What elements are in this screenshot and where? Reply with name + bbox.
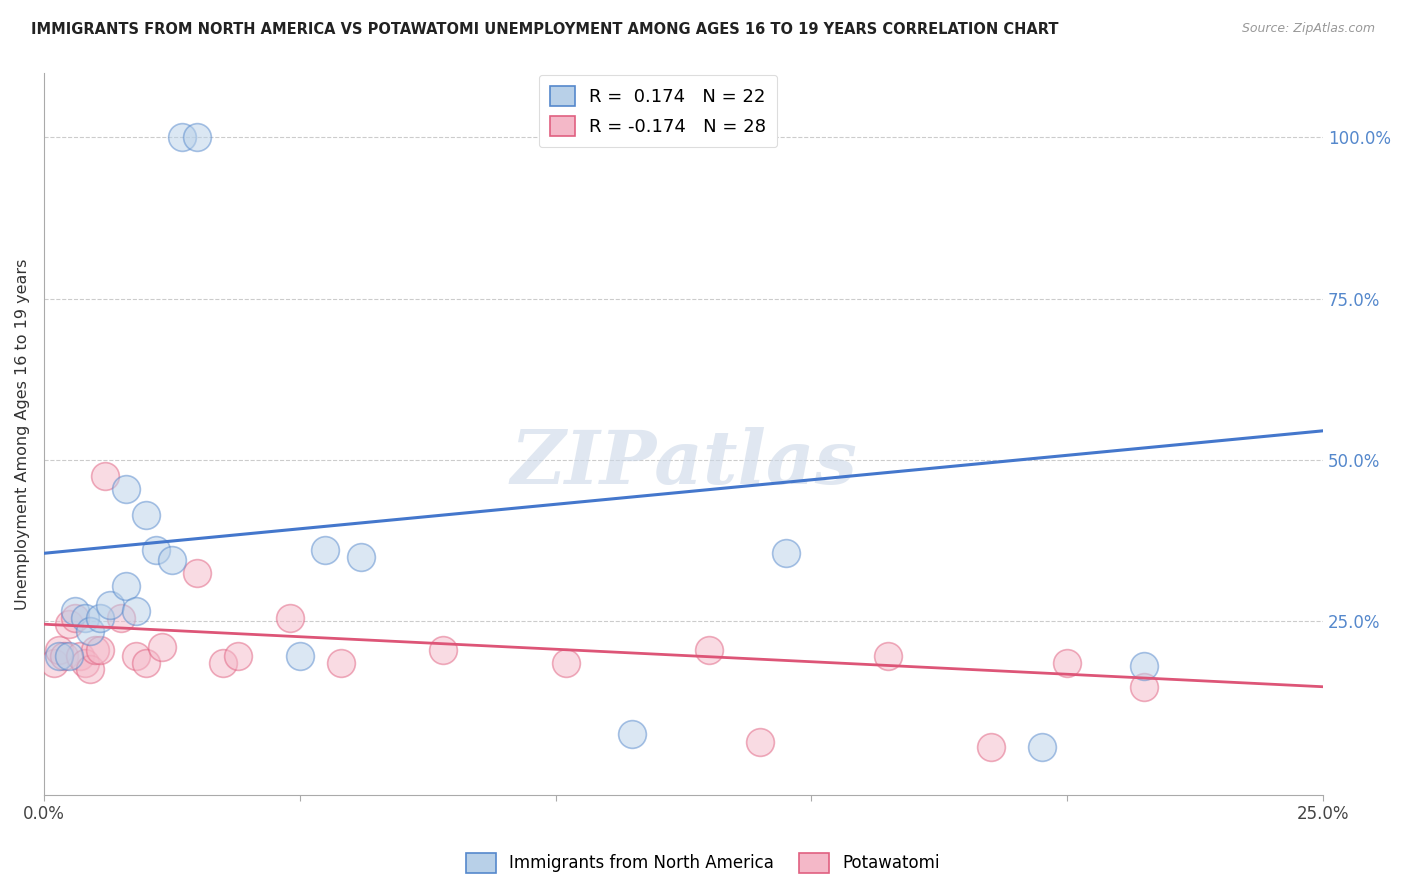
Point <box>278 611 301 625</box>
Point <box>621 727 644 741</box>
Point <box>554 656 576 670</box>
Point <box>114 578 136 592</box>
Point <box>63 611 86 625</box>
Point <box>125 604 148 618</box>
Point <box>877 649 900 664</box>
Point <box>58 617 80 632</box>
Point <box>150 640 173 654</box>
Point <box>775 546 797 560</box>
Point <box>1133 659 1156 673</box>
Point <box>69 649 91 664</box>
Point <box>350 549 373 564</box>
Point <box>110 611 132 625</box>
Point <box>186 130 208 145</box>
Point <box>228 649 250 664</box>
Point <box>145 543 167 558</box>
Point <box>58 649 80 664</box>
Point <box>1056 656 1078 670</box>
Point <box>94 469 117 483</box>
Point <box>125 649 148 664</box>
Point <box>135 656 157 670</box>
Point <box>1133 680 1156 694</box>
Point <box>73 656 96 670</box>
Point <box>1031 739 1053 754</box>
Point <box>48 643 70 657</box>
Point <box>53 649 76 664</box>
Point <box>186 566 208 580</box>
Point <box>980 739 1002 754</box>
Point <box>160 553 183 567</box>
Y-axis label: Unemployment Among Ages 16 to 19 years: Unemployment Among Ages 16 to 19 years <box>15 259 30 610</box>
Point <box>73 611 96 625</box>
Point <box>697 643 720 657</box>
Point <box>314 543 336 558</box>
Point <box>212 656 235 670</box>
Point <box>79 624 101 638</box>
Point <box>749 735 772 749</box>
Legend: Immigrants from North America, Potawatomi: Immigrants from North America, Potawatom… <box>460 847 946 880</box>
Point <box>48 649 70 664</box>
Point <box>329 656 352 670</box>
Legend: R =  0.174   N = 22, R = -0.174   N = 28: R = 0.174 N = 22, R = -0.174 N = 28 <box>538 75 778 147</box>
Point <box>42 656 65 670</box>
Point <box>79 662 101 676</box>
Point <box>288 649 311 664</box>
Point <box>89 611 111 625</box>
Point <box>89 643 111 657</box>
Point <box>432 643 454 657</box>
Point <box>63 604 86 618</box>
Text: IMMIGRANTS FROM NORTH AMERICA VS POTAWATOMI UNEMPLOYMENT AMONG AGES 16 TO 19 YEA: IMMIGRANTS FROM NORTH AMERICA VS POTAWAT… <box>31 22 1059 37</box>
Point <box>114 482 136 496</box>
Point <box>84 643 107 657</box>
Point <box>100 598 122 612</box>
Point <box>135 508 157 522</box>
Text: ZIPatlas: ZIPatlas <box>510 426 856 500</box>
Point <box>170 130 193 145</box>
Text: Source: ZipAtlas.com: Source: ZipAtlas.com <box>1241 22 1375 36</box>
